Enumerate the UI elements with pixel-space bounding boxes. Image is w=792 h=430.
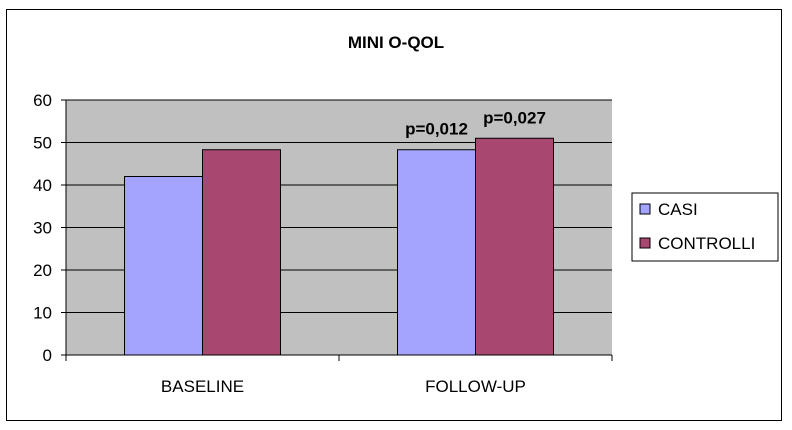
y-tick-label: 30	[33, 219, 52, 238]
annotation-pvalue: p=0,012	[405, 120, 468, 139]
bar-casi-follow-up	[397, 149, 476, 356]
y-tick-label: 0	[43, 346, 52, 365]
legend-swatch-controlli	[639, 237, 651, 249]
legend-swatch-casi	[639, 203, 651, 215]
bar-controlli-baseline	[202, 149, 281, 356]
legend: CASI CONTROLLI	[631, 192, 779, 262]
chart-title: MINI O-QOL	[348, 33, 444, 52]
y-tick-label: 50	[33, 134, 52, 153]
legend-box	[631, 192, 779, 262]
y-tick-label: 20	[33, 261, 52, 280]
y-tick-label: 10	[33, 304, 52, 323]
legend-label-casi: CASI	[658, 200, 698, 219]
x-category-label: BASELINE	[161, 377, 244, 396]
y-tick-label: 40	[33, 176, 52, 195]
bar-controlli-follow-up	[475, 137, 554, 356]
x-category-label: FOLLOW-UP	[425, 377, 526, 396]
y-tick-label: 60	[33, 91, 52, 110]
annotation-pvalue: p=0,027	[483, 108, 546, 127]
legend-label-controlli: CONTROLLI	[658, 234, 755, 253]
bar-casi-baseline	[124, 176, 203, 356]
